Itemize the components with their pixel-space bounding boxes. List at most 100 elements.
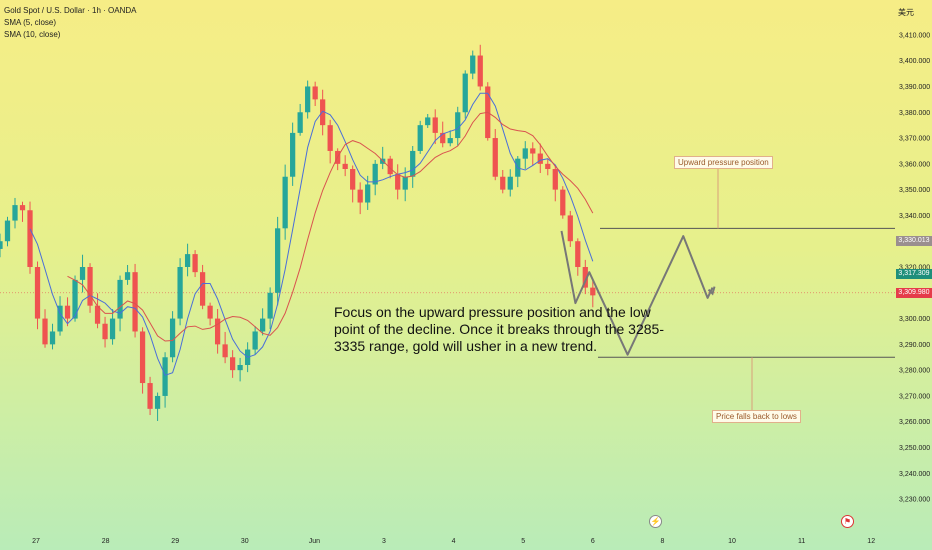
candles [0,44,596,421]
candle-body [184,254,191,267]
candle-body [222,344,228,358]
x-tick-label: 28 [102,538,110,545]
y-tick-label: 3,250.000 [899,445,930,452]
candle-body [410,150,416,177]
candle-body [575,241,581,267]
candle-body [507,176,513,190]
candle-body [342,163,348,169]
sma5-legend[interactable]: SMA (5, close) [4,18,57,27]
x-tick-label: 3 [382,538,386,545]
candle-body [19,205,26,211]
candle-body [327,125,333,151]
sma10-line [67,111,594,342]
candle-body [530,148,536,154]
y-tick-label: 3,350.000 [899,187,930,194]
last-price-badge: 3,309.980 [896,287,932,298]
candle-body [582,267,588,288]
projection-path [560,230,716,356]
candle-body [94,305,101,324]
candle-body [275,228,281,293]
x-tick-label: 5 [521,538,525,545]
candle-body [372,163,378,185]
y-tick-label: 3,400.000 [899,58,930,65]
candle-body [455,112,461,139]
candle-body [4,220,11,242]
candle-body [417,125,423,151]
candle-body [537,153,543,164]
y-tick-label: 3,270.000 [899,393,930,400]
y-tick-label: 3,410.000 [899,32,930,39]
candle-body [365,184,371,203]
candle-body [267,292,273,319]
y-tick-label: 3,360.000 [899,161,930,168]
y-tick-label: 3,240.000 [899,471,930,478]
candle-body [290,132,296,177]
x-tick-label: 8 [660,538,664,545]
candle-body [139,331,146,384]
candle-body [545,163,551,169]
y-tick-label: 3,340.000 [899,213,930,220]
flag-icon[interactable]: ⚑ [841,515,854,528]
x-tick-label: 12 [867,538,875,545]
sma10-legend[interactable]: SMA (10, close) [4,30,61,39]
candle-body [402,176,408,190]
symbol-title: Gold Spot / U.S. Dollar · 1h · OANDA [4,6,137,15]
x-tick-label: 11 [798,538,805,545]
candle-body [72,279,78,319]
candle-body [12,205,18,221]
y-tick-label: 3,320.000 [899,265,930,272]
currency-unit[interactable]: 美元 [898,8,914,17]
x-tick-label: Jun [309,538,320,545]
candle-body [109,318,116,340]
lightning-icon[interactable]: ⚡ [649,515,662,528]
candle-body [132,272,138,332]
x-tick-label: 27 [32,538,40,545]
candle-body [260,318,266,332]
candle-body [522,148,528,159]
candle-body [282,176,288,229]
candle-body [102,323,108,340]
candle-body [192,254,198,273]
candle-body [477,55,483,87]
candle-body [305,86,311,113]
x-tick-label: 4 [452,538,456,545]
candle-body [27,210,33,267]
candle-body [440,132,446,144]
candle-body [199,272,206,306]
low-point-callout[interactable]: Price falls back to lows [712,410,801,423]
x-tick-label: 30 [241,538,249,545]
candle-body [492,138,498,177]
current-price-badge: 3,317.309 [896,268,932,279]
candle-body [87,267,93,306]
candle-body [42,318,48,345]
candle-body [470,55,476,74]
candle-body [560,189,566,216]
candle-body [124,272,131,280]
y-tick-label: 3,230.000 [899,497,930,504]
candle-body [500,176,506,190]
candle-body [0,241,3,249]
candle-body [177,267,183,319]
y-tick-label: 3,260.000 [899,419,930,426]
y-tick-label: 3,380.000 [899,110,930,117]
x-tick-label: 29 [171,538,179,545]
projection-arrowhead [707,286,716,296]
candle-body [49,331,56,345]
candle-body [552,169,558,190]
y-tick-label: 3,390.000 [899,84,930,91]
candle-body [79,267,86,280]
candle-body [214,318,221,345]
x-tick-label: 10 [728,538,736,545]
candle-body [357,189,363,203]
resistance-price-badge: 3,330.013 [896,236,932,247]
candle-body [425,117,431,126]
candle-body [252,331,258,350]
upward-pressure-callout[interactable]: Upward pressure position [674,156,773,169]
candle-body [162,357,168,396]
candle-body [432,117,438,133]
analysis-note[interactable]: Focus on the upward pressure position an… [334,304,664,354]
candle-body [34,267,41,319]
candle-body [207,305,213,319]
